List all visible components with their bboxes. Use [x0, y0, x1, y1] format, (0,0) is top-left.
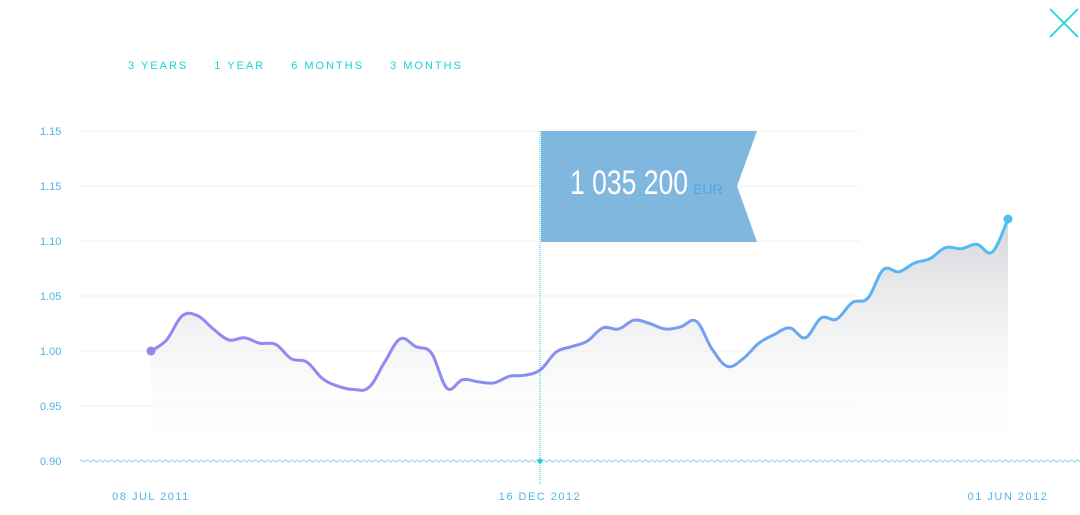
y-axis: 1.15 1.15 1.10 1.05 1.00 0.95 0.90 [40, 126, 61, 468]
x-label-start: 08 JUL 2011 [112, 491, 190, 503]
x-label-cursor: 16 DEC 2012 [499, 491, 582, 503]
flag-unit: EUR [693, 181, 723, 197]
cursor-handle[interactable] [537, 458, 543, 464]
tab-3-years[interactable]: 3 YEARS [128, 60, 189, 72]
y-tick-label: 1.15 [40, 126, 61, 138]
y-tick-label: 0.90 [40, 456, 61, 468]
area-fill [151, 219, 1008, 440]
flag-value: 1 035 200 [570, 164, 688, 202]
y-tick-label: 1.10 [40, 236, 61, 248]
tab-6-months[interactable]: 6 MONTHS [291, 60, 365, 72]
y-tick-label: 0.95 [40, 401, 61, 413]
close-icon[interactable] [1047, 6, 1080, 40]
x-label-end: 01 JUN 2012 [968, 491, 1049, 503]
y-tick-label: 1.00 [40, 346, 61, 358]
y-tick-label: 1.15 [40, 181, 61, 193]
period-tabs: 3 YEARS 1 YEAR 6 MONTHS 3 MONTHS [128, 60, 463, 72]
end-point[interactable] [1003, 214, 1013, 224]
tab-3-months[interactable]: 3 MONTHS [390, 60, 463, 72]
value-flag: 1 035 200 EUR [541, 131, 757, 242]
series-line [149, 217, 1010, 392]
baseline-wave [79, 459, 1080, 463]
y-tick-label: 1.05 [40, 291, 61, 303]
start-point[interactable] [146, 346, 156, 356]
tab-1-year[interactable]: 1 YEAR [214, 60, 266, 72]
